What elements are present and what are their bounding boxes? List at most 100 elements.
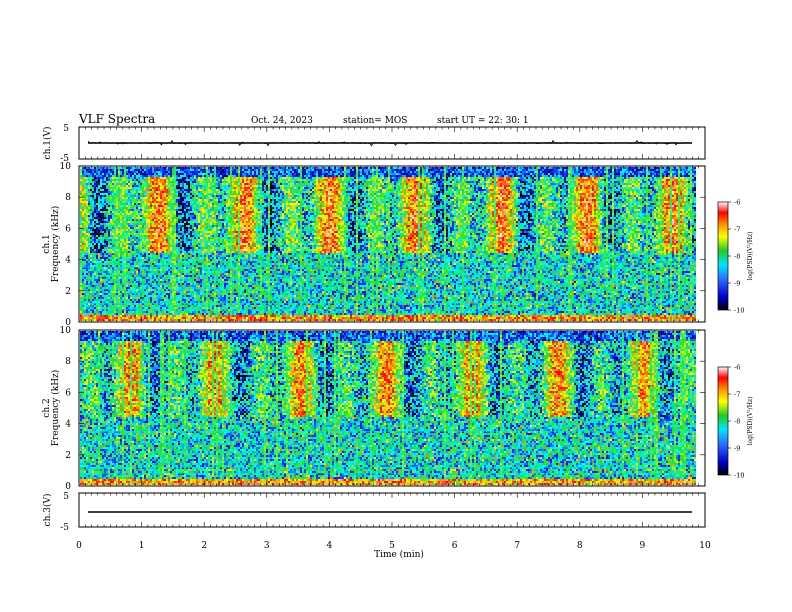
spectrogram-cell <box>84 211 86 213</box>
spectrogram-cell <box>118 185 120 187</box>
spectrogram-cell <box>126 279 128 281</box>
spectrogram-cell <box>132 277 134 279</box>
spectrogram-cell <box>80 253 82 255</box>
spectrogram-cell <box>86 291 88 293</box>
spectrogram-cell <box>122 265 124 267</box>
spectrogram-cell <box>118 315 120 317</box>
spectrogram-cell <box>154 301 156 303</box>
spectrogram-cell <box>106 205 108 207</box>
spectrogram-cell <box>110 279 112 281</box>
spectrogram-cell <box>84 261 86 263</box>
spectrogram-cell <box>100 279 102 281</box>
spectrogram-cell <box>86 219 88 221</box>
spectrogram-cell <box>128 279 130 281</box>
spectrogram-cell <box>146 215 148 217</box>
spectrogram-cell <box>100 211 102 213</box>
spectrogram-cell <box>104 259 106 261</box>
spectrogram-cell <box>82 315 84 317</box>
spectrogram-cell <box>96 253 98 255</box>
spectrogram-cell <box>84 221 86 223</box>
spectrogram-cell <box>120 299 122 301</box>
spectrogram-cell <box>96 247 98 249</box>
spectrogram-cell <box>138 167 140 169</box>
spectrogram-cell <box>124 209 126 211</box>
spectrogram-cell <box>124 231 126 233</box>
spectrogram-cell <box>154 253 156 255</box>
spectrogram-cell <box>98 239 100 241</box>
spectrogram-cell <box>134 305 136 307</box>
spectrogram-cell <box>110 239 112 241</box>
spectrogram-cell <box>86 255 88 257</box>
spectrogram-cell <box>146 221 148 223</box>
spectrogram-cell <box>136 219 138 221</box>
spectrogram-cell <box>106 281 108 283</box>
spectrogram-cell <box>84 173 86 175</box>
spectrogram-cell <box>146 279 148 281</box>
spectrogram-cell <box>88 195 90 197</box>
spectrogram-cell <box>90 229 92 231</box>
spectrogram-cell <box>92 253 94 255</box>
spectrogram-cell <box>136 241 138 243</box>
spectrogram-cell <box>134 167 136 169</box>
spectrogram-cell <box>128 301 130 303</box>
spectrogram-cell <box>146 245 148 247</box>
spectrogram-cell <box>138 271 140 273</box>
spectrogram-cell <box>142 281 144 283</box>
spectrogram-cell <box>114 207 116 209</box>
spectrogram-cell <box>100 277 102 279</box>
spectrogram-cell <box>100 293 102 295</box>
spectrogram-cell <box>146 261 148 263</box>
spectrogram-cell <box>130 173 132 175</box>
spectrogram-cell <box>146 243 148 245</box>
spectrogram-cell <box>146 317 148 319</box>
spectrogram-cell <box>122 269 124 271</box>
spectrogram-cell <box>132 227 134 229</box>
spectrogram-cell <box>126 277 128 279</box>
spectrogram-cell <box>106 191 108 193</box>
spectrogram-cell <box>106 203 108 205</box>
spectrogram-cell <box>106 301 108 303</box>
spectrogram-cell <box>154 177 156 179</box>
spectrogram-cell <box>82 167 84 169</box>
spectrogram-cell <box>148 219 150 221</box>
spectrogram-cell <box>80 209 82 211</box>
spectrogram-cell <box>140 249 142 251</box>
spectrogram-cell <box>128 261 130 263</box>
spectrogram-cell <box>156 181 158 183</box>
spectrogram-cell <box>106 245 108 247</box>
spectrogram-cell <box>92 245 94 247</box>
spectrogram-cell <box>130 199 132 201</box>
spectrogram-cell <box>84 217 86 219</box>
spectrogram-cell <box>126 305 128 307</box>
spectrogram-cell <box>152 199 154 201</box>
spectrogram-cell <box>148 199 150 201</box>
spectrogram-cell <box>140 183 142 185</box>
spectrogram-cell <box>128 181 130 183</box>
spectrogram-cell <box>84 281 86 283</box>
spectrogram-cell <box>112 287 114 289</box>
spectrogram-cell <box>110 275 112 277</box>
spectrogram-cell <box>124 295 126 297</box>
spectrogram-cell <box>150 237 152 239</box>
spectrogram-cell <box>84 223 86 225</box>
spectrogram-cell <box>112 285 114 287</box>
spectrogram-cell <box>150 255 152 257</box>
spectrogram-cell <box>102 177 104 179</box>
spectrogram-cell <box>148 231 150 233</box>
spectrogram-cell <box>96 269 98 271</box>
spectrogram-cell <box>98 297 100 299</box>
spectrogram-cell <box>116 261 118 263</box>
spectrogram-cell <box>104 171 106 173</box>
spectrogram-cell <box>102 175 104 177</box>
spectrogram-cell <box>144 295 146 297</box>
spectrogram-cell <box>148 171 150 173</box>
spectrogram-cell <box>114 235 116 237</box>
spectrogram-cell <box>110 241 112 243</box>
spectrogram-cell <box>118 273 120 275</box>
spectrogram-cell <box>104 221 106 223</box>
spectrogram-cell <box>128 207 130 209</box>
spectrogram-cell <box>140 261 142 263</box>
spectrogram-cell <box>134 171 136 173</box>
spectrogram-cell <box>138 211 140 213</box>
spectrogram-cell <box>120 169 122 171</box>
